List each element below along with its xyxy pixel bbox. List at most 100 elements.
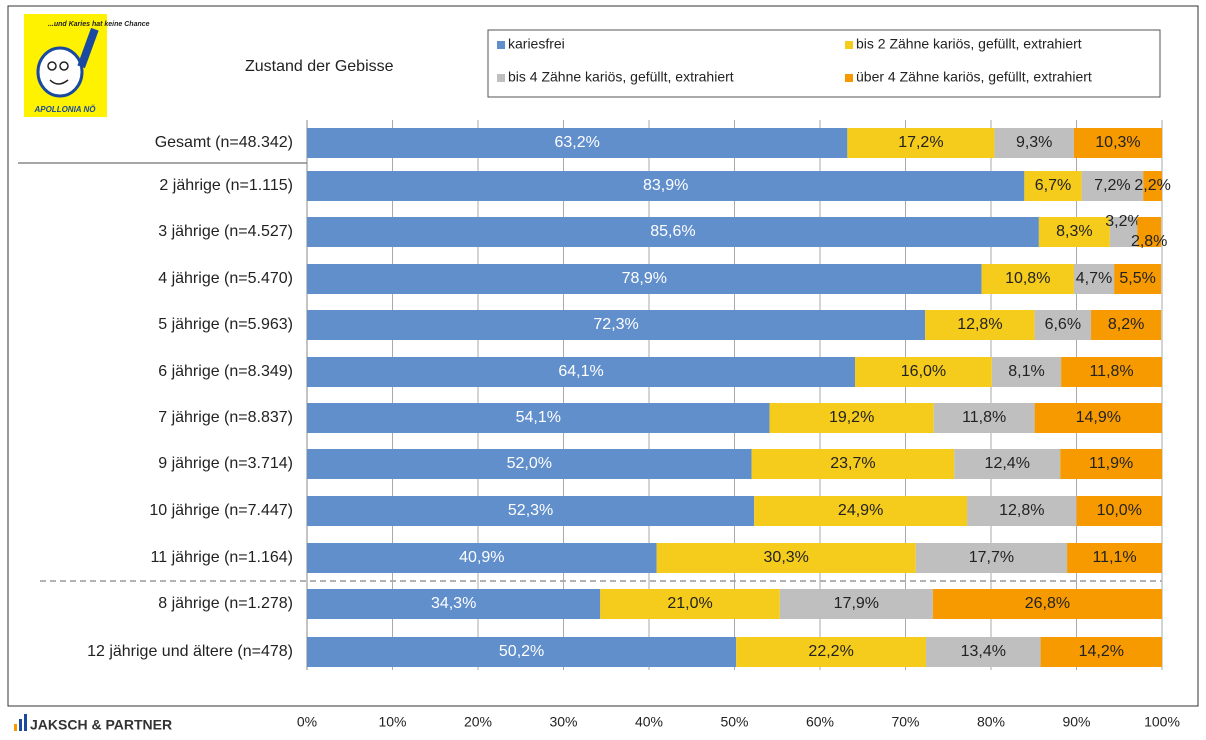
data-label: 78,9% [622,270,667,287]
bar-segment [307,217,1039,247]
bar-segment [307,449,752,479]
data-label: 12,8% [999,502,1044,519]
y-tick-label: 7 jährige (n=8.837) [158,409,293,426]
logo-slogan: ...und Karies hat keine Chance [48,21,150,28]
bar-segment [915,543,1068,573]
x-tick-label: 60% [806,714,834,730]
data-label: 8,3% [1056,223,1092,240]
legend-swatch [497,41,505,49]
data-label: 8,2% [1108,316,1144,333]
bar-segment [1060,449,1162,479]
data-label: 3,2% [1105,213,1141,230]
data-label: 85,6% [650,223,695,240]
bar-segment [1091,310,1162,340]
y-tick-label: 8 jährige (n=1.278) [158,595,293,612]
data-label: 52,0% [507,455,552,472]
bar-segment [307,589,601,619]
bar-segment [981,264,1074,294]
bar-segment [1076,496,1162,526]
bar-segment [307,264,982,294]
data-label: 11,1% [1092,549,1136,566]
bar-segment [954,449,1061,479]
data-label: 17,9% [834,595,879,612]
bar-segment [1137,217,1162,247]
bar-segment [1038,217,1110,247]
logo-eye [59,61,69,71]
logo: ...und Karies hat keine Chance APOLLONIA… [24,14,150,117]
bar-segment [1143,171,1162,201]
x-tick-label: 90% [1062,714,1090,730]
data-label: 11,9% [1089,455,1133,472]
x-tick-label: 40% [635,714,663,730]
bar-segment [1067,543,1162,573]
data-label: 14,2% [1079,643,1124,660]
bar-segment [769,403,934,433]
bar-segment [656,543,916,573]
data-label: 21,0% [667,595,712,612]
data-label: 13,4% [961,643,1006,660]
x-tick-label: 30% [549,714,577,730]
x-tick-label: 0% [297,714,317,730]
y-tick-label: 4 jährige (n=5.470) [158,270,293,287]
chart-title: Zustand der Gebisse [245,58,394,75]
bar-segment [933,403,1035,433]
legend-frame [487,29,1161,98]
bar-segment [994,128,1074,158]
legend-swatch [845,74,853,82]
data-label: 52,3% [508,502,553,519]
y-tick-label: 9 jährige (n=3.714) [158,455,293,472]
data-label: 11,8% [1089,363,1133,380]
data-label: 17,7% [969,549,1014,566]
y-tick-label: 10 jährige (n=7.447) [149,502,293,519]
logo-eye [47,61,57,71]
x-tick-label: 50% [720,714,748,730]
x-tick-label: 100% [1144,714,1180,730]
bar-segment [1073,128,1162,158]
bar-segment [1073,264,1115,294]
data-label: 24,9% [838,502,883,519]
data-label: 10,0% [1097,502,1142,519]
data-label: 14,9% [1076,409,1121,426]
y-tick-label: 2 jährige (n=1.115) [159,177,293,194]
bar-segment [1040,637,1162,667]
data-label: 50,2% [499,643,544,660]
data-label: 23,7% [830,455,875,472]
bar-segment [1114,264,1162,294]
bar-segment [1081,171,1144,201]
bar-segment [736,637,927,667]
bar-segment [307,543,657,573]
footer-icon [14,724,17,731]
x-tick-label: 10% [378,714,406,730]
y-tick-label: Gesamt (n=48.342) [155,134,293,151]
data-label: 8,1% [1008,363,1044,380]
x-tick-label: 20% [464,714,492,730]
bar-segment [307,637,737,667]
data-label: 54,1% [516,409,561,426]
bar-segment [307,171,1025,201]
bar-segment [307,403,770,433]
data-label: 5,5% [1119,270,1155,287]
data-label: 16,0% [901,363,946,380]
legend-label: kariesfrei [508,36,565,52]
data-label: 22,2% [808,643,853,660]
y-tick-label: 3 jährige (n=4.527) [158,223,293,240]
y-tick-label: 12 jährige und ältere (n=478) [87,643,293,660]
footer-icon [24,714,27,731]
bar-segment [967,496,1077,526]
x-tick-label: 70% [891,714,919,730]
bar-segment [932,589,1162,619]
bar-segment [751,449,955,479]
bar-segment [847,128,995,158]
data-label: 2,2% [1134,177,1170,194]
footer: JAKSCH & PARTNER [14,714,172,733]
bar-segment [1061,357,1162,387]
data-label: 34,3% [431,595,476,612]
data-label: 30,3% [764,549,809,566]
bar-segment [1034,310,1092,340]
data-label: 6,6% [1045,316,1081,333]
bar-segment [991,357,1062,387]
data-label: 64,1% [558,363,603,380]
bar-segment [1024,171,1082,201]
data-label: 12,8% [957,316,1002,333]
